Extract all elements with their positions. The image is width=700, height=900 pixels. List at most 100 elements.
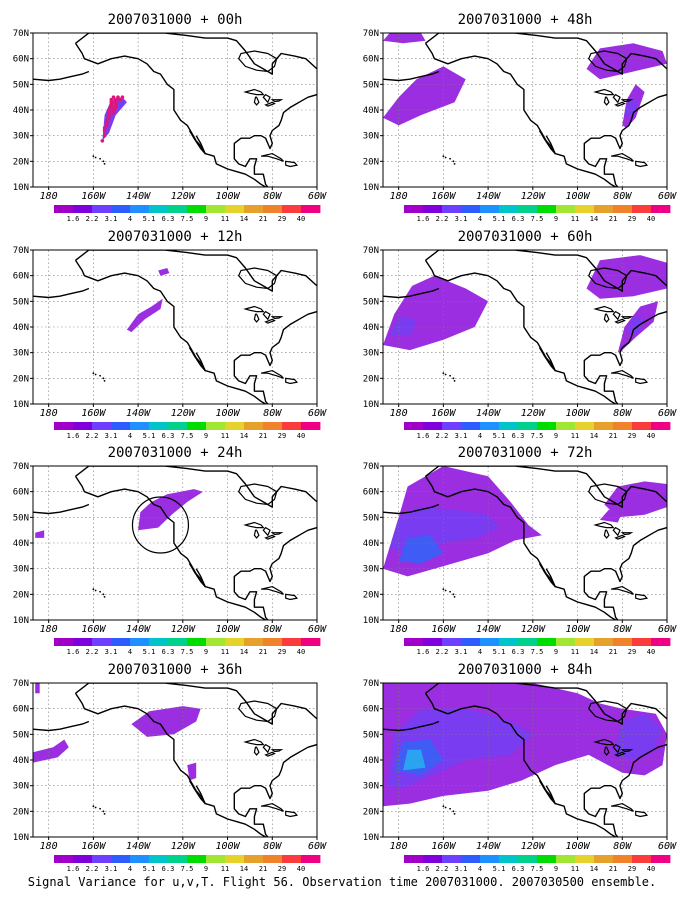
colorbar-label: 5.1 <box>143 648 156 656</box>
colorbar-label: 7.5 <box>181 432 194 440</box>
panel-title: 2007031000 + 72h <box>458 445 593 461</box>
lon-tick-label: 80W <box>613 841 632 852</box>
observation-point <box>107 113 111 117</box>
lat-tick-label: 20N <box>363 807 379 817</box>
colorbar-label: 21 <box>259 865 267 873</box>
colorbar-label: 21 <box>609 215 617 223</box>
colorbar-label: 11 <box>571 432 579 440</box>
lon-tick-label: 120W <box>171 624 196 635</box>
colorbar-swatch <box>575 422 595 430</box>
colorbar-label: 3.1 <box>455 432 468 440</box>
lon-tick-label: 80W <box>613 191 632 202</box>
coastline <box>262 93 271 104</box>
lat-tick-label: 50N <box>363 513 379 523</box>
observation-point <box>107 110 111 115</box>
colorbar-swatch <box>613 205 633 213</box>
observation-point <box>104 123 109 128</box>
colorbar-swatch <box>594 422 614 430</box>
coastline <box>270 99 284 103</box>
variance-region <box>398 535 444 564</box>
lat-tick-label: 50N <box>13 297 29 307</box>
colorbar-label: 5.1 <box>493 432 506 440</box>
lon-tick-label: 100W <box>566 191 591 202</box>
panel-title: 2007031000 + 48h <box>458 12 593 28</box>
lon-tick-label: 160W <box>431 408 456 419</box>
colorbar-swatch <box>423 205 443 213</box>
coastline <box>243 305 265 313</box>
colorbar-swatch <box>149 205 169 213</box>
observation-point <box>118 97 123 102</box>
coastline <box>610 585 634 595</box>
colorbar-swatch <box>149 422 169 430</box>
lon-tick-label: 60W <box>308 841 327 852</box>
colorbar-label: 1.6 <box>417 432 430 440</box>
lon-tick-label: 120W <box>171 191 196 202</box>
observation-point <box>109 100 114 105</box>
coastline <box>75 466 317 508</box>
observation-point <box>109 97 114 102</box>
variance-region <box>187 762 197 781</box>
coastline <box>33 720 90 732</box>
coastline <box>383 720 440 732</box>
island-mark <box>449 590 451 593</box>
lon-tick-label: 160W <box>431 624 456 635</box>
colorbar-label: 3.1 <box>455 865 468 873</box>
island-mark <box>103 813 106 815</box>
colorbar-swatch <box>423 855 443 863</box>
coastline <box>237 267 278 290</box>
colorbar-swatch <box>651 205 671 213</box>
colorbar-swatch <box>187 855 207 863</box>
colorbar-swatch <box>92 855 112 863</box>
coastline <box>425 250 667 292</box>
island-mark <box>442 155 445 158</box>
coastline <box>75 33 317 75</box>
coastline <box>188 347 206 372</box>
colorbar-label: 14 <box>590 215 598 223</box>
observation-point <box>102 128 107 133</box>
colorbar-label: 14 <box>590 865 598 873</box>
colorbar-swatch <box>575 205 595 213</box>
colorbar-swatch <box>301 205 321 213</box>
coastline <box>188 130 206 155</box>
lon-tick-label: 180 <box>40 191 58 202</box>
colorbar-label: 2.2 <box>436 215 449 223</box>
colorbar-label: 29 <box>628 432 636 440</box>
colorbar-label: 7.5 <box>181 215 194 223</box>
coastline <box>74 692 266 837</box>
colorbar-label: 2.2 <box>86 648 99 656</box>
variance-region <box>138 489 203 531</box>
colorbar-swatch <box>168 205 188 213</box>
colorbar-swatch <box>651 422 671 430</box>
colorbar-label: 3.1 <box>455 648 468 656</box>
coastline <box>233 93 317 187</box>
island-mark <box>453 596 456 598</box>
observation-point <box>107 108 111 112</box>
island-mark <box>449 374 451 377</box>
lat-tick-label: 40N <box>13 756 29 766</box>
panels-layer: 2007031000 + 00h 70N 60N 50N 40N 30N 20N 10N 180… <box>13 12 677 873</box>
coastline <box>383 70 440 82</box>
lon-tick-label: 140W <box>476 191 501 202</box>
coastline <box>635 593 649 601</box>
lon-tick-label: 120W <box>521 191 546 202</box>
lon-tick-label: 80W <box>263 408 282 419</box>
coastline <box>260 152 284 162</box>
colorbar-label: 9 <box>204 215 208 223</box>
lon-tick-label: 80W <box>613 408 632 419</box>
lon-tick-label: 180 <box>390 841 408 852</box>
lon-tick-label: 100W <box>216 191 241 202</box>
colorbar-label: 1.6 <box>67 432 80 440</box>
island-mark <box>442 805 445 808</box>
island-mark <box>99 157 101 160</box>
colorbar-label: 6.3 <box>512 215 525 223</box>
coastline <box>425 683 667 725</box>
lon-tick-label: 80W <box>263 841 282 852</box>
coastline <box>260 585 284 595</box>
colorbar-label: 21 <box>609 432 617 440</box>
colorbar-label: 1.6 <box>67 215 80 223</box>
colorbar-swatch <box>499 638 519 646</box>
island-mark <box>453 813 456 815</box>
colorbar-swatch <box>537 422 557 430</box>
coastline <box>538 347 556 372</box>
lon-tick-label: 80W <box>263 624 282 635</box>
